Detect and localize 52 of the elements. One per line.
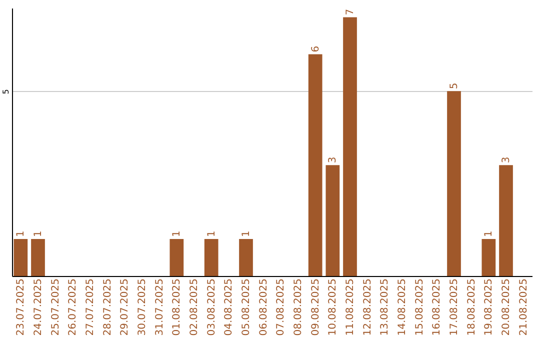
x-tick-label: 18.08.2025 <box>466 278 478 336</box>
data-label: 1 <box>206 230 218 238</box>
bar <box>170 239 184 276</box>
x-tick-label: 28.07.2025 <box>102 278 114 336</box>
data-label: 1 <box>16 230 27 238</box>
x-tick-label: 31.07.2025 <box>154 278 166 336</box>
x-tick-label: 07.08.2025 <box>276 278 287 336</box>
x-tick-label: 09.08.2025 <box>310 278 322 336</box>
x-tick-label: 04.08.2025 <box>224 278 235 336</box>
x-tick-label: 25.07.2025 <box>50 278 62 336</box>
x-tick-label: 30.07.2025 <box>137 278 148 336</box>
data-label: 1 <box>241 230 252 238</box>
x-tick-label: 06.08.2025 <box>258 278 270 336</box>
x-tick-label: 17.08.2025 <box>449 278 460 336</box>
x-tick-label: 23.07.2025 <box>16 278 27 336</box>
x-tick-label: 20.08.2025 <box>501 278 512 336</box>
x-tick-label: 16.08.2025 <box>432 278 443 336</box>
x-tick-label: 02.08.2025 <box>189 278 200 336</box>
bar <box>14 239 28 276</box>
bar <box>31 239 45 276</box>
x-tick-label: 10.08.2025 <box>328 278 339 336</box>
x-tick-label: 27.07.2025 <box>85 278 96 336</box>
bar <box>482 239 496 276</box>
x-tick-label: 21.08.2025 <box>518 278 530 336</box>
x-tick-label: 13.08.2025 <box>380 278 391 336</box>
data-label: 6 <box>310 46 322 52</box>
x-tick-label: 01.08.2025 <box>172 278 183 336</box>
x-tick-label: 05.08.2025 <box>241 278 252 336</box>
data-label: 1 <box>172 230 183 238</box>
x-tick-label: 11.08.2025 <box>345 278 356 336</box>
data-label: 5 <box>449 82 460 90</box>
bar <box>239 239 253 276</box>
data-label: 3 <box>328 156 339 164</box>
data-label: 7 <box>345 8 356 16</box>
x-tick-label: 24.07.2025 <box>33 278 44 336</box>
bar <box>447 91 461 276</box>
bar <box>308 54 322 276</box>
x-tick-label: 08.08.2025 <box>293 278 304 336</box>
x-tick-label: 03.08.2025 <box>206 278 218 336</box>
x-tick-label: 26.07.2025 <box>68 278 79 336</box>
bar <box>343 17 357 276</box>
x-tick-label: 19.08.2025 <box>484 278 495 336</box>
bar <box>204 239 218 276</box>
bar <box>499 165 513 276</box>
data-label: 1 <box>33 230 44 238</box>
x-tick-label: 15.08.2025 <box>414 278 426 336</box>
x-tick-label: 14.08.2025 <box>397 278 408 336</box>
x-tick-label: 12.08.2025 <box>362 278 374 336</box>
data-label: 1 <box>484 230 495 238</box>
bar <box>326 165 340 276</box>
data-label: 3 <box>501 156 512 164</box>
x-tick-label: 29.07.2025 <box>120 278 131 336</box>
